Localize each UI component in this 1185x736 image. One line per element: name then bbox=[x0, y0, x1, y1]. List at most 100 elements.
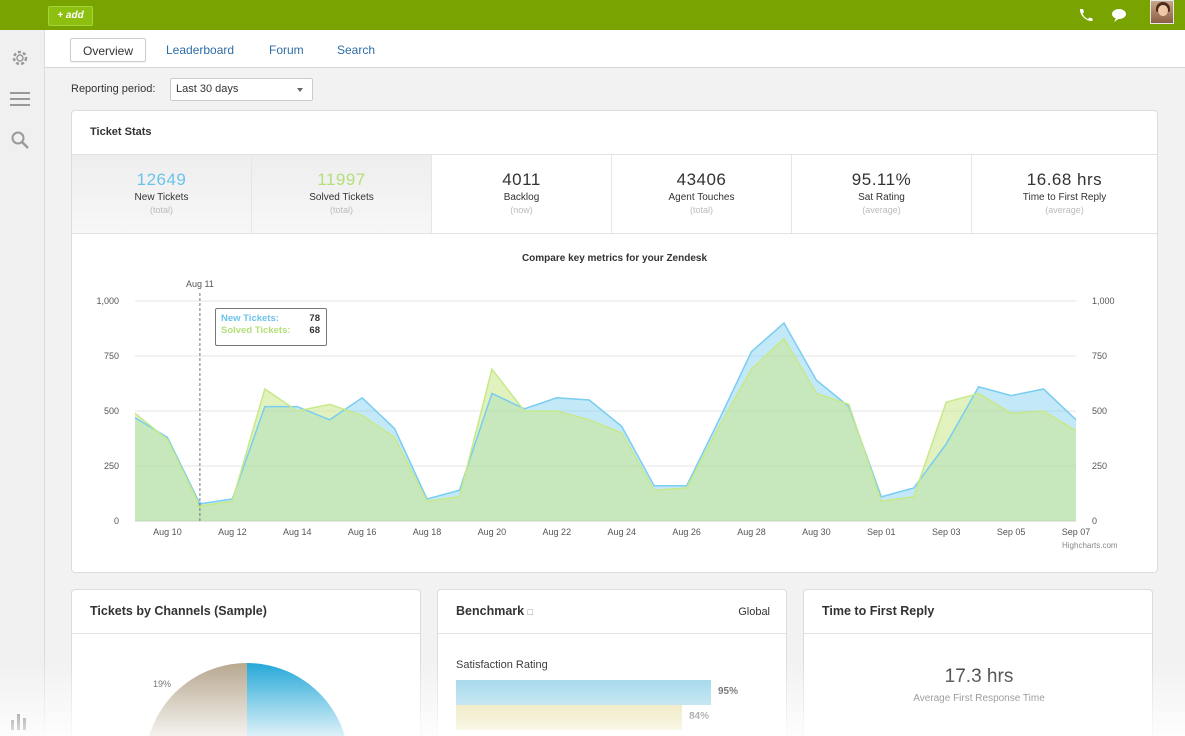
benchmark-scope[interactable]: Global bbox=[738, 606, 770, 618]
data-point[interactable] bbox=[814, 391, 818, 395]
data-point[interactable] bbox=[879, 495, 883, 499]
y-tick-label-right: 0 bbox=[1092, 516, 1097, 526]
data-point[interactable] bbox=[944, 442, 948, 446]
chat-icon[interactable] bbox=[1111, 7, 1129, 23]
data-point[interactable] bbox=[1009, 394, 1013, 398]
data-point[interactable] bbox=[587, 398, 591, 402]
gear-icon[interactable] bbox=[9, 47, 31, 69]
data-point[interactable] bbox=[263, 405, 267, 409]
stat-sat-rating[interactable]: 95.11% Sat Rating (average) bbox=[792, 155, 972, 233]
menu-icon[interactable] bbox=[9, 88, 31, 110]
pie-slice-blue[interactable] bbox=[247, 663, 349, 736]
data-point[interactable] bbox=[717, 424, 721, 428]
stat-new-tickets[interactable]: 12649 New Tickets (total) bbox=[72, 155, 252, 233]
data-point[interactable] bbox=[1074, 418, 1078, 422]
chart-title: Compare key metrics for your Zendesk bbox=[521, 253, 708, 264]
data-point[interactable] bbox=[750, 367, 754, 371]
data-point[interactable] bbox=[1042, 387, 1046, 391]
reporting-period-label: Reporting period: bbox=[71, 83, 156, 95]
data-point[interactable] bbox=[717, 418, 721, 422]
data-point[interactable] bbox=[879, 499, 883, 503]
stat-solved-tickets[interactable]: 11997 Solved Tickets (total) bbox=[252, 155, 432, 233]
data-point[interactable] bbox=[977, 385, 981, 389]
stat-first-reply[interactable]: 16.68 hrs Time to First Reply (average) bbox=[972, 155, 1157, 233]
chart-credits[interactable]: Highcharts.com bbox=[1062, 541, 1118, 550]
data-point[interactable] bbox=[1009, 411, 1013, 415]
stat-value: 11997 bbox=[317, 170, 366, 189]
data-point[interactable] bbox=[360, 396, 364, 400]
data-point[interactable] bbox=[133, 416, 137, 420]
metrics-chart[interactable]: 0 0 250 250 500 500 750 750 1,000 1,000 Aug 11 Aug … bbox=[72, 271, 1157, 541]
data-point[interactable] bbox=[750, 350, 754, 354]
data-point[interactable] bbox=[393, 427, 397, 431]
external-link-icon[interactable]: □ bbox=[527, 607, 534, 617]
data-point[interactable] bbox=[328, 418, 332, 422]
data-point[interactable] bbox=[393, 435, 397, 439]
data-point[interactable] bbox=[814, 378, 818, 382]
benchmark-title[interactable]: Benchmark □ bbox=[456, 604, 534, 618]
data-point[interactable] bbox=[944, 400, 948, 404]
data-point[interactable] bbox=[263, 387, 267, 391]
reporting-period-select[interactable]: Last 30 days bbox=[170, 78, 313, 101]
data-point[interactable] bbox=[490, 391, 494, 395]
data-point[interactable] bbox=[782, 336, 786, 340]
tab-leaderboard[interactable]: Leaderboard bbox=[166, 43, 235, 57]
add-button[interactable]: + add bbox=[48, 6, 93, 26]
stat-value: 16.68 hrs bbox=[1026, 170, 1103, 189]
data-point[interactable] bbox=[133, 411, 137, 415]
data-point[interactable] bbox=[620, 424, 624, 428]
x-tick-label: Aug 20 bbox=[478, 527, 507, 537]
data-point[interactable] bbox=[457, 495, 461, 499]
data-point[interactable] bbox=[587, 418, 591, 422]
tab-overview[interactable]: Overview bbox=[70, 38, 147, 62]
data-point[interactable] bbox=[555, 396, 559, 400]
data-point[interactable] bbox=[782, 321, 786, 325]
data-point[interactable] bbox=[295, 405, 299, 409]
reporting-icon[interactable] bbox=[9, 710, 31, 732]
first-reply-label: Average First Response Time bbox=[913, 693, 1045, 704]
data-point[interactable] bbox=[425, 499, 429, 503]
data-point[interactable] bbox=[977, 391, 981, 395]
data-point[interactable] bbox=[685, 486, 689, 490]
crosshair-label: Aug 11 bbox=[186, 279, 214, 289]
data-point[interactable] bbox=[197, 504, 202, 509]
data-point[interactable] bbox=[1074, 429, 1078, 433]
data-point[interactable] bbox=[457, 488, 461, 492]
data-point[interactable] bbox=[620, 431, 624, 435]
y-tick-label-right: 250 bbox=[1092, 461, 1107, 471]
channels-pie[interactable] bbox=[122, 660, 382, 736]
user-avatar[interactable] bbox=[1150, 0, 1174, 24]
stats-row: 12649 New Tickets (total) 11997 Solved T… bbox=[72, 154, 1157, 234]
left-rail bbox=[0, 30, 45, 736]
data-point[interactable] bbox=[652, 484, 656, 488]
y-tick-label-left: 500 bbox=[104, 406, 119, 416]
search-icon[interactable] bbox=[9, 129, 31, 151]
data-point[interactable] bbox=[230, 499, 234, 503]
data-point[interactable] bbox=[328, 402, 332, 406]
data-point[interactable] bbox=[1042, 409, 1046, 413]
data-point[interactable] bbox=[847, 402, 851, 406]
series-line[interactable] bbox=[134, 337, 1077, 507]
data-point[interactable] bbox=[165, 438, 169, 442]
stat-sub: (average) bbox=[1045, 205, 1084, 215]
tab-search[interactable]: Search bbox=[337, 43, 376, 57]
tab-forum[interactable]: Forum bbox=[269, 43, 304, 57]
data-point[interactable] bbox=[912, 486, 916, 490]
data-point[interactable] bbox=[652, 488, 656, 492]
benchmark-bar[interactable] bbox=[456, 705, 682, 730]
data-point[interactable] bbox=[912, 495, 916, 499]
x-tick-label: Sep 03 bbox=[932, 527, 961, 537]
data-point[interactable] bbox=[490, 367, 494, 371]
data-point[interactable] bbox=[295, 409, 299, 413]
data-point[interactable] bbox=[555, 409, 559, 413]
stat-value: 95.11% bbox=[851, 170, 912, 189]
data-point[interactable] bbox=[360, 413, 364, 417]
data-point[interactable] bbox=[522, 409, 526, 413]
pie-slice-tan[interactable] bbox=[145, 663, 247, 736]
first-reply-panel: Time to First Reply 17.3 hrs Average Fir… bbox=[803, 589, 1153, 736]
stat-agent-touches[interactable]: 43406 Agent Touches (total) bbox=[612, 155, 792, 233]
phone-icon[interactable] bbox=[1077, 7, 1095, 23]
stat-sub: (total) bbox=[149, 205, 173, 215]
stat-backlog[interactable]: 4011 Backlog (now) bbox=[432, 155, 612, 233]
benchmark-bar[interactable] bbox=[456, 680, 711, 705]
